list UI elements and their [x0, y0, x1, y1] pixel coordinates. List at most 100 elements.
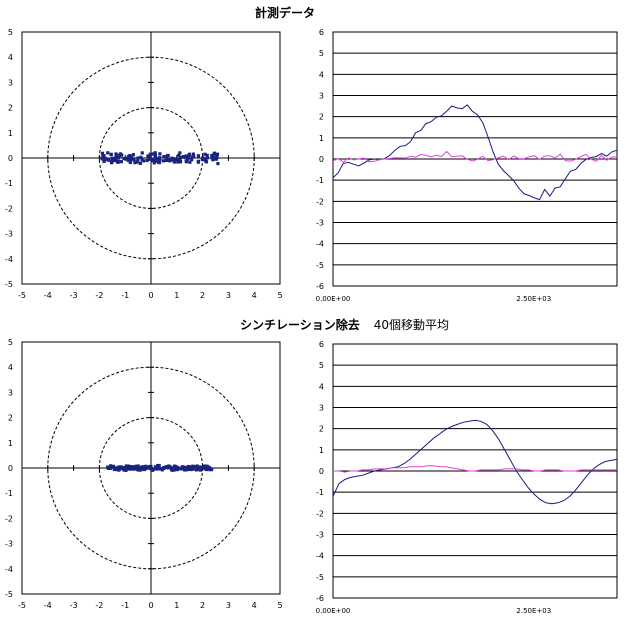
xy-raw-point [126, 155, 130, 159]
xy-raw-y-tick-label: -3 [5, 230, 13, 239]
xy-filtered-x-tick-label: -2 [95, 601, 103, 610]
xy-raw-point [215, 155, 219, 160]
xy-filtered-point [202, 466, 207, 471]
ts-filtered-y-tick-label: 2 [319, 425, 324, 434]
xy-filtered-y-tick-label: 1 [8, 439, 13, 448]
xy-raw-y-tick-label: 0 [8, 154, 13, 163]
xy-raw-point [103, 156, 107, 160]
xy-filtered-point [138, 468, 142, 472]
xy-filtered-point [106, 466, 110, 470]
xy-filtered-point [174, 465, 178, 469]
xy-raw-x-tick-label: 1 [174, 291, 179, 300]
xy-raw-point [186, 156, 190, 160]
xy-filtered-point [123, 466, 128, 471]
xy-filtered-y-tick-label: -2 [5, 514, 13, 523]
xy-filtered-x-tick-label: 3 [226, 601, 231, 610]
xy-filtered-point [156, 463, 161, 468]
xy-filtered-point [196, 466, 200, 470]
xy-filtered-x-tick-label: -1 [121, 601, 129, 610]
xy-filtered-point [112, 467, 116, 472]
xy-raw-point [178, 157, 182, 161]
xy-filtered-point [134, 464, 138, 468]
xy-raw-point [188, 160, 192, 164]
xy-filtered-y-tick-label: -5 [5, 590, 13, 599]
xy-filtered-points [106, 463, 214, 472]
ts-raw-series-line-1 [332, 150, 618, 163]
ts-filtered-y-tick-label: 5 [319, 361, 324, 370]
xy-filtered-x-tick-label: 5 [277, 601, 282, 610]
xy-raw-point [163, 158, 168, 163]
xy-raw-y-tick-label: -5 [5, 280, 13, 289]
xy-raw-y-tick-label: 1 [8, 129, 13, 138]
xy-filtered-point [187, 467, 191, 471]
xy-raw-point [212, 152, 216, 156]
xy-raw-point [204, 160, 209, 164]
xy-raw-points [100, 151, 220, 166]
ts-raw-y-tick-label: -6 [316, 282, 324, 291]
xy-filtered-point [148, 466, 152, 470]
ts-filtered-x-tick-label: 0.00E+00 [316, 607, 351, 615]
xy-raw-point [140, 151, 144, 155]
xy-filtered-point [127, 467, 131, 471]
xy-raw-point [146, 154, 150, 158]
xy-filtered-point [109, 464, 113, 468]
ts-raw-y-tick-label: -4 [316, 240, 324, 249]
xy-raw-point [157, 160, 161, 164]
ts-filtered-y-tick-label: 6 [319, 340, 324, 349]
xy-raw-y-tick-label: -2 [5, 204, 13, 213]
xy-filtered-circle-r4 [47, 366, 255, 570]
xy-filtered-x-tick-label: -5 [18, 601, 26, 610]
xy-raw-point [122, 157, 126, 161]
xy-raw-point [106, 158, 111, 162]
xy-filtered-point [155, 467, 159, 471]
xy-raw-point [116, 156, 121, 160]
xy-filtered-point [198, 468, 202, 472]
xy-filtered-y-tick-label: 0 [8, 464, 13, 473]
xy-raw-point [132, 158, 136, 162]
xy-raw-point [153, 154, 158, 158]
ts-filtered-y-tick-label: 4 [319, 382, 324, 391]
xy-raw-point [113, 156, 117, 161]
xy-filtered-point [169, 468, 174, 472]
xy-raw-point [210, 153, 214, 158]
xy-raw-point [152, 161, 156, 165]
xy-raw-point [172, 160, 177, 164]
xy-filtered-x-tick-label: -4 [44, 601, 52, 610]
xy-raw-point [168, 157, 173, 161]
ts-raw-y-tick-label: 1 [319, 134, 324, 143]
xy-raw-point [184, 159, 188, 163]
xy-filtered-point [158, 467, 162, 471]
ts-filtered-y-tick-label: 1 [319, 446, 324, 455]
xy-filtered-point [131, 466, 135, 471]
xy-filtered-y-tick-label: 3 [8, 388, 13, 397]
xy-filtered-point [112, 466, 116, 470]
xy-filtered-point [151, 468, 155, 472]
xy-raw-point [203, 158, 207, 162]
xy-filtered-point [136, 464, 140, 468]
xy-filtered-point [210, 467, 214, 472]
xy-raw-point [171, 157, 175, 161]
xy-raw-point [120, 153, 124, 157]
chart-title-filtered-main: シンチレーション除去 [240, 318, 360, 332]
xy-raw-point [100, 156, 105, 160]
xy-raw-point [205, 155, 209, 159]
ts-filtered-y-tick-label: -2 [316, 509, 324, 518]
xy-raw-point [151, 159, 155, 163]
xy-raw-point [130, 155, 134, 159]
xy-raw-point [173, 158, 177, 162]
xy-raw-point [177, 153, 181, 157]
xy-raw-point [109, 153, 113, 157]
xy-filtered-point [144, 466, 148, 471]
xy-filtered-y-tick-label: -1 [5, 489, 13, 498]
xy-raw-point [154, 159, 158, 163]
xy-filtered-y-tick-label: -4 [5, 565, 13, 574]
chart-title-filtered-sub: 40個移動平均 [373, 318, 450, 332]
ts-filtered-y-tick-label: -3 [316, 531, 324, 540]
xy-raw-point [215, 152, 220, 156]
ts-filtered-y-tick-label: 3 [319, 404, 324, 413]
xy-raw-point [187, 152, 192, 156]
xy-raw-y-tick-label: 4 [8, 53, 13, 62]
xy-raw-point [115, 153, 119, 157]
xy-raw-point [111, 157, 115, 161]
xy-raw-point [158, 156, 162, 160]
